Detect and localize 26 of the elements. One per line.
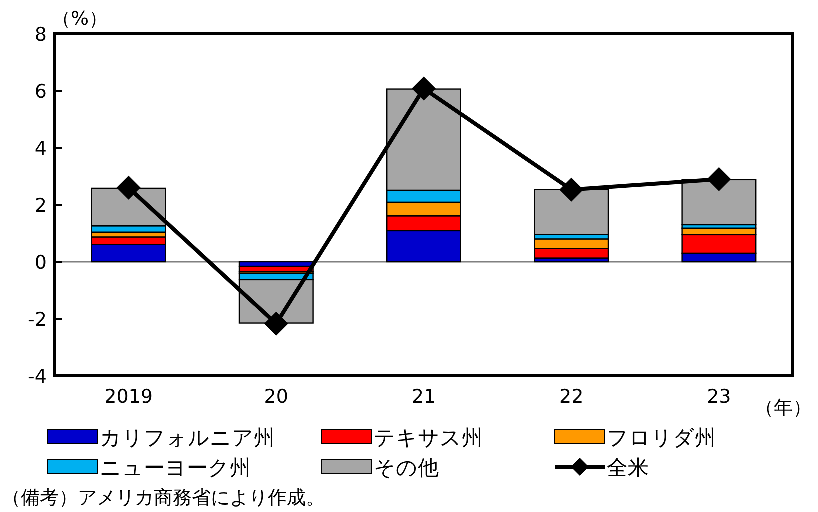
legend-label: フロリダ州 (607, 426, 716, 450)
text: （備考）アメリカ商務省により作成。 (2, 487, 325, 509)
y-tick-label: 2 (34, 195, 47, 217)
point (707, 167, 732, 192)
legend-label: ニューヨーク州 (100, 456, 251, 480)
legend-label: テキサス州 (374, 426, 483, 450)
x-tick-label: 23 (707, 386, 732, 408)
y-tick-label: 8 (34, 24, 47, 46)
legend-label: 全米 (607, 456, 649, 480)
x-tick-label: 22 (560, 386, 584, 408)
y-tick-label: 6 (34, 81, 47, 103)
point (264, 312, 288, 336)
y-axis-title: （%） (52, 8, 108, 30)
y-tick-label: 0 (34, 252, 47, 274)
point (116, 176, 141, 200)
point (560, 178, 584, 202)
legend-label: カリフォルニア州 (100, 426, 275, 450)
legend-label: その他 (374, 456, 439, 480)
x-axis-title: （年） (755, 397, 812, 419)
x-tick-label: 2019 (104, 386, 153, 408)
y-tick-label: -4 (28, 366, 47, 388)
x-tick-label: 21 (412, 386, 436, 408)
y-tick-label: -2 (28, 309, 47, 331)
x-tick-label: 20 (264, 386, 288, 408)
y-tick-label: 4 (34, 138, 47, 160)
point (412, 76, 436, 101)
